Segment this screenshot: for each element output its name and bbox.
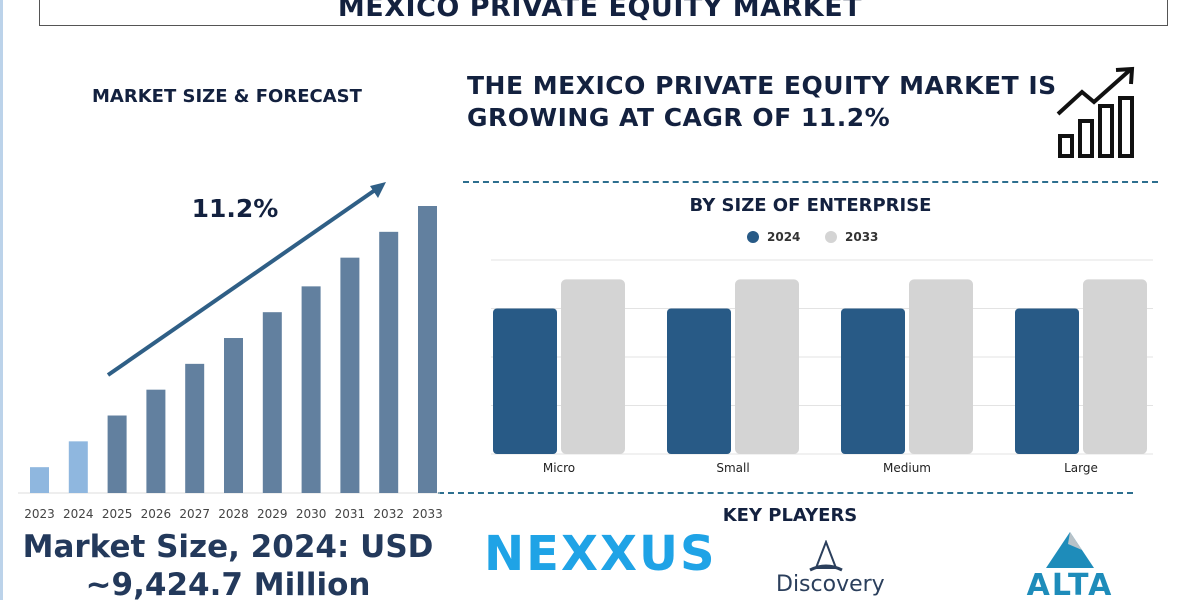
bar-2031 bbox=[340, 257, 360, 493]
title-box bbox=[39, 0, 1168, 26]
logo-discovery: Discovery bbox=[776, 539, 885, 597]
logo-alta-text: ALTA bbox=[1026, 568, 1114, 603]
x-tick-label: 2027 bbox=[179, 507, 210, 521]
x-tick-label: 2028 bbox=[218, 507, 249, 521]
trend-arrow-head bbox=[370, 182, 386, 198]
legend-swatch-2033 bbox=[825, 231, 837, 243]
bar-2032 bbox=[379, 231, 399, 493]
bar-Large-2024 bbox=[1015, 308, 1079, 454]
market-size: Market Size, 2024: USD ~9,424.7 Million bbox=[8, 528, 448, 604]
segment-chart-title: BY SIZE OF ENTERPRISE bbox=[689, 195, 932, 216]
legend-swatch-2024 bbox=[747, 231, 759, 243]
logo-discovery-text: Discovery bbox=[776, 572, 885, 597]
key-players-heading: KEY PLAYERS bbox=[722, 505, 858, 526]
logo-alta: ALTA bbox=[1020, 530, 1120, 603]
headline: THE MEXICO PRIVATE EQUITY MARKET IS GROW… bbox=[467, 70, 1067, 134]
x-tick-label: 2029 bbox=[257, 507, 288, 521]
bar-2027 bbox=[185, 363, 205, 493]
headline-text: THE MEXICO PRIVATE EQUITY MARKET IS GROW… bbox=[467, 71, 1057, 132]
x-tick-label: 2030 bbox=[296, 507, 327, 521]
bar-2025 bbox=[107, 415, 127, 493]
segment-chart: 2024 2033 Micro Small Medium Large bbox=[491, 230, 1153, 475]
border-line bbox=[0, 0, 3, 600]
bar-2024 bbox=[68, 441, 88, 493]
bar-2026 bbox=[146, 389, 166, 493]
bar-Small-2024 bbox=[667, 308, 731, 454]
cagr-label: 11.2% bbox=[192, 194, 279, 223]
x-tick-label: 2031 bbox=[335, 507, 366, 521]
forecast-chart: 2023 2024 2025 2026 2027 2028 2029 2030 2031 2032… bbox=[18, 182, 443, 521]
bar-2029 bbox=[262, 312, 282, 493]
x-tick-label: 2025 bbox=[102, 507, 133, 521]
growth-chart-icon bbox=[1056, 66, 1135, 158]
bar-Micro-2024 bbox=[493, 308, 557, 454]
bar-2030 bbox=[301, 286, 321, 493]
logo-nexxus: NEXXUS bbox=[484, 526, 717, 582]
bar-Medium-2033 bbox=[909, 279, 973, 454]
bar-Medium-2024 bbox=[841, 308, 905, 454]
market-size-line2: ~9,424.7 Million bbox=[85, 567, 371, 603]
bar-Small-2033 bbox=[735, 279, 799, 454]
x-tick-label: 2023 bbox=[24, 507, 55, 521]
legend-label: 2033 bbox=[845, 230, 878, 244]
x-tick-label: 2033 bbox=[412, 507, 443, 521]
divider bbox=[463, 181, 1158, 183]
trend-arrow-line bbox=[106, 186, 380, 377]
bar-2023 bbox=[30, 467, 49, 493]
divider bbox=[438, 492, 1133, 494]
legend-label: 2024 bbox=[767, 230, 800, 244]
x-tick-label: 2024 bbox=[63, 507, 94, 521]
category-label: Large bbox=[1064, 461, 1098, 475]
category-label: Small bbox=[716, 461, 749, 475]
bar-2028 bbox=[224, 338, 243, 493]
x-tick-label: 2032 bbox=[373, 507, 404, 521]
category-label: Micro bbox=[543, 461, 575, 475]
bar-2033 bbox=[418, 206, 437, 493]
bar-Large-2033 bbox=[1083, 279, 1147, 454]
bar-Micro-2033 bbox=[561, 279, 625, 454]
market-size-line1: Market Size, 2024: USD bbox=[22, 529, 434, 565]
left-heading: MARKET SIZE & FORECAST bbox=[92, 86, 362, 107]
page-title: MEXICO PRIVATE EQUITY MARKET bbox=[337, 0, 863, 23]
category-label: Medium bbox=[883, 461, 931, 475]
x-tick-label: 2026 bbox=[141, 507, 172, 521]
